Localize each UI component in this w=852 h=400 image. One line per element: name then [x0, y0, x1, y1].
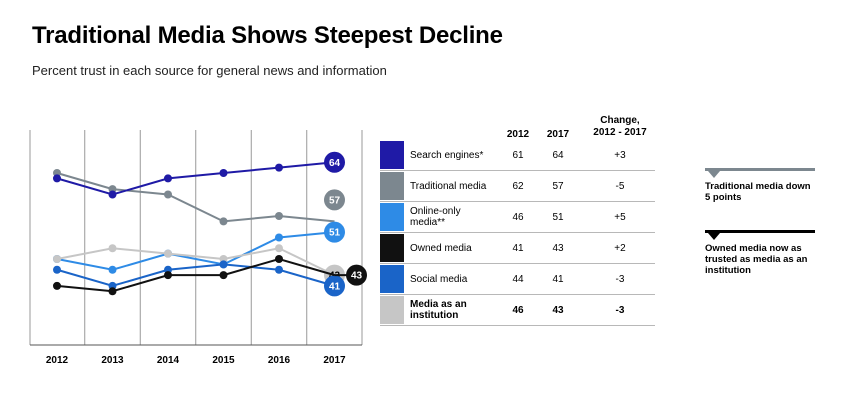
- data-point: [108, 190, 117, 199]
- value-2017: 51: [552, 211, 564, 223]
- value-2017: 57: [552, 180, 564, 192]
- row-label: Media as an institution: [410, 299, 467, 321]
- page-title: Traditional Media Shows Steepest Decline: [32, 22, 503, 49]
- table-row: Media as an institution 46 43 -3: [380, 295, 655, 326]
- value-change: +3: [614, 149, 626, 161]
- value-2017: 43: [552, 242, 564, 254]
- data-point: [219, 169, 228, 177]
- data-point: [275, 212, 283, 220]
- data-point: [53, 265, 61, 274]
- x-tick-label: 2016: [268, 355, 291, 366]
- value-2012: 62: [512, 180, 524, 192]
- page-subtitle: Percent trust in each source for general…: [32, 63, 387, 78]
- row-label: Online-only media**: [410, 206, 461, 228]
- end-point-traditional: [324, 189, 345, 211]
- end-point-online: [324, 221, 345, 243]
- legend-swatch: [380, 203, 404, 231]
- value-change: -3: [615, 304, 625, 316]
- col-2017-header: 2017: [546, 129, 570, 140]
- end-point-search: [324, 151, 345, 173]
- table-header: 2012 2017 Change, 2012 - 2017: [380, 112, 655, 140]
- annotation-pointer: [708, 233, 720, 240]
- data-point: [164, 249, 172, 258]
- value-change: +5: [614, 211, 626, 223]
- data-point: [108, 287, 117, 296]
- trust-table: 2012 2017 Change, 2012 - 2017 Search eng…: [380, 112, 655, 326]
- x-tick-label: 2013: [101, 355, 124, 366]
- value-2017: 41: [552, 273, 564, 285]
- end-label-traditional: 57: [329, 195, 341, 206]
- data-point: [219, 260, 228, 269]
- end-label-social: 41: [329, 281, 341, 292]
- col-2012-header: 2012: [506, 129, 530, 140]
- annotation-owned: Owned media now as trusted as media as a…: [705, 230, 815, 276]
- end-label-owned: 43: [351, 271, 363, 282]
- row-label: Social media: [410, 273, 468, 285]
- table-row: Search engines* 61 64 +3: [380, 140, 655, 171]
- row-label: Traditional media: [410, 180, 487, 192]
- x-tick-label: 2015: [212, 355, 235, 366]
- legend-swatch: [380, 172, 404, 200]
- annotation-bar: [705, 168, 815, 171]
- value-2012: 46: [512, 211, 524, 223]
- data-point: [53, 255, 61, 263]
- table-body: Search engines* 61 64 +3 Traditional media 62…: [380, 140, 655, 326]
- legend-swatch: [380, 265, 404, 293]
- value-2012: 61: [512, 149, 524, 161]
- value-change: -5: [615, 180, 625, 192]
- end-label-online: 51: [329, 228, 341, 239]
- value-2012: 44: [512, 273, 524, 285]
- data-point: [108, 265, 117, 274]
- x-tick-label: 2014: [157, 355, 180, 366]
- series-line-social: [56, 263, 335, 287]
- annotation-traditional: Traditional media down 5 points: [705, 168, 815, 203]
- x-tick-label: 2012: [46, 355, 69, 366]
- data-point: [275, 163, 283, 172]
- end-point-owned: [346, 264, 367, 286]
- data-point: [219, 271, 228, 280]
- series-line-owned: [56, 257, 335, 293]
- row-label: Owned media: [410, 242, 472, 254]
- table-row: Online-only media** 46 51 +5: [380, 202, 655, 233]
- value-change: +2: [614, 242, 626, 254]
- end-label-search: 64: [329, 158, 341, 169]
- data-point: [53, 174, 61, 183]
- data-point: [164, 190, 172, 199]
- annotation-text: Owned media now as trusted as media as a…: [705, 243, 808, 276]
- value-2017: 43: [552, 304, 564, 316]
- row-label: Search engines*: [410, 149, 484, 161]
- data-point: [275, 265, 283, 274]
- table-row: Owned media 41 43 +2: [380, 233, 655, 264]
- col-change-header: Change, 2012 - 2017: [593, 115, 647, 138]
- end-point-social: [324, 275, 345, 297]
- annotation-text: Traditional media down 5 points: [705, 181, 811, 203]
- value-2012: 41: [512, 242, 524, 254]
- table-row: Social media 44 41 -3: [380, 264, 655, 295]
- data-point: [164, 271, 172, 280]
- data-point: [108, 244, 117, 253]
- value-2012: 46: [512, 304, 524, 316]
- value-2017: 64: [552, 149, 564, 161]
- trust-line-chart: 201220132014201520162017576451434143: [29, 130, 367, 366]
- data-point: [275, 233, 283, 242]
- data-point: [275, 244, 283, 253]
- data-point: [53, 281, 61, 290]
- data-point: [164, 174, 172, 183]
- data-point: [275, 255, 283, 263]
- legend-swatch: [380, 234, 404, 262]
- series-line-search: [56, 161, 335, 196]
- annotation-bar: [705, 230, 815, 233]
- annotation-pointer: [708, 171, 720, 178]
- x-tick-label: 2017: [323, 355, 346, 366]
- series-line-online: [56, 231, 335, 271]
- legend-swatch: [380, 296, 404, 324]
- series-line-institution: [56, 247, 335, 277]
- data-point: [219, 217, 228, 226]
- table-row: Traditional media 62 57 -5: [380, 171, 655, 202]
- value-change: -3: [615, 273, 625, 285]
- legend-swatch: [380, 141, 404, 169]
- series-line-traditional: [56, 172, 335, 223]
